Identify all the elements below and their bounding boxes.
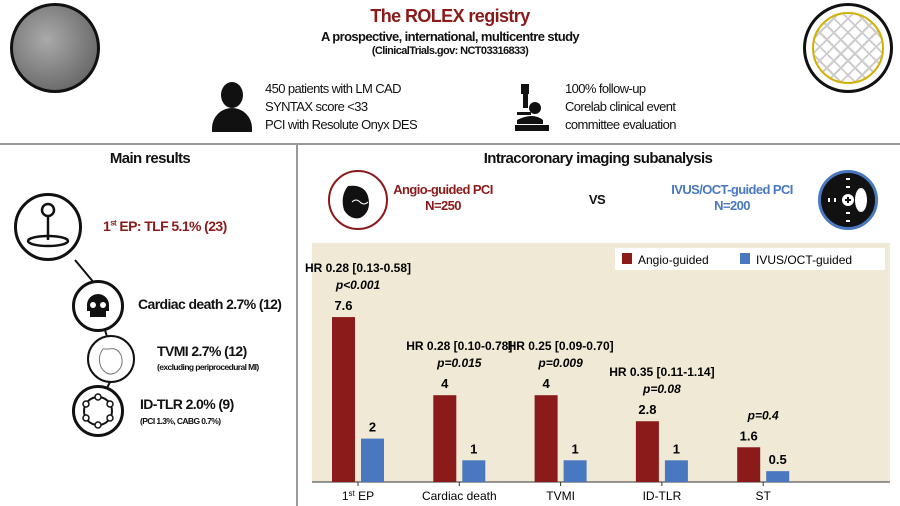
legend-label-ivus: IVUS/OCT-guided [756, 253, 852, 267]
followup-info: 100% follow-up Corelab clinical event co… [565, 80, 676, 134]
target-icon [14, 193, 82, 261]
tvmi-result: TVMI 2.7% (12) [157, 343, 247, 359]
subtitle: A prospective, international, multicentr… [320, 29, 580, 44]
population-line: PCI with Resolute Onyx DES [265, 117, 418, 132]
registration: (ClinicalTrials.gov: NCT03316833) [371, 45, 529, 57]
bar-angio [635, 421, 659, 482]
hazard-ratio-annotation: HR 0.35 [0.11-1.14] [609, 365, 714, 379]
legend-swatch-ivus [740, 253, 750, 264]
stent-image [803, 3, 893, 93]
bar-value-label: 1 [470, 441, 477, 456]
bar-value-label: 0.5 [769, 452, 787, 467]
main-results-title: Main results [109, 150, 191, 167]
bar-value-label: 1 [673, 441, 680, 456]
x-tick-label: ST [756, 489, 772, 503]
person-icon [212, 82, 252, 132]
followup-line: committee evaluation [565, 117, 676, 132]
bar-ivus [664, 460, 688, 482]
x-tick-label: ID-TLR [643, 489, 682, 503]
p-value-annotation: p<0.001 [335, 278, 381, 292]
id-tlr-note: (PCI 1.3%, CABG 0.7%) [140, 416, 221, 426]
primary-endpoint: 1st EP: TLF 5.1% (23) [103, 218, 227, 234]
x-tick-label: Cardiac death [422, 489, 497, 503]
legend-label-angio: Angio-guided [638, 253, 709, 267]
legend: Angio-guided IVUS/OCT-guided [615, 248, 885, 270]
heart-icon [87, 335, 135, 383]
primary-endpoint-text: EP: TLF 5.1% (23) [116, 218, 227, 234]
bar-angio [534, 395, 558, 482]
bar-chart: Angio-guided IVUS/OCT-guided 7.6 2 1st EP p… [305, 243, 890, 503]
x-tick-label: 1st EP [342, 489, 374, 503]
bar-angio [737, 447, 761, 482]
ivus-group-n: N=200 [714, 198, 750, 213]
bar-ivus [563, 460, 587, 482]
bar-angio [433, 395, 457, 482]
population-line: SYNTAX score <33 [265, 99, 368, 114]
p-value-annotation: p=0.08 [642, 382, 681, 396]
microscope-icon [513, 82, 553, 132]
p-value-annotation: p=0.4 [747, 408, 779, 422]
angio-group-n: N=250 [425, 198, 461, 213]
bar-value-label: 7.6 [334, 298, 352, 313]
ivus-catheter-icon [818, 170, 878, 230]
population-line: 450 patients with LM CAD [265, 81, 402, 96]
tvmi-note: (excluding periprocedural MI) [157, 362, 259, 372]
id-tlr-result: ID-TLR 2.0% (9) [140, 396, 234, 412]
x-tick-label: TVMI [546, 489, 575, 503]
bar-value-label: 2.8 [638, 402, 656, 417]
angiography-image [10, 3, 100, 93]
angio-group-label: Angio-guided PCI [393, 182, 493, 197]
bar-value-label: 1.6 [740, 428, 758, 443]
stent-ring-icon [72, 385, 124, 437]
bar-value-label: 2 [369, 420, 376, 435]
chart-panel [312, 243, 890, 482]
bar-angio [332, 317, 355, 482]
followup-line: 100% follow-up [565, 81, 646, 96]
legend-swatch-angio [622, 253, 632, 264]
ivus-group-label: IVUS/OCT-guided PCI [671, 182, 793, 197]
angio-heart-icon [328, 170, 388, 230]
bar-ivus [462, 460, 486, 482]
bar-value-label: 1 [571, 441, 578, 456]
hazard-ratio-annotation: HR 0.25 [0.09-0.70] [508, 339, 614, 353]
bar-ivus [766, 471, 790, 482]
primary-endpoint-sup: st [110, 218, 117, 228]
population-info: 450 patients with LM CAD SYNTAX score <3… [265, 80, 418, 134]
page-title: The ROLEX registry [370, 6, 530, 26]
vs-label: VS [588, 192, 606, 207]
p-value-annotation: p=0.015 [436, 356, 482, 370]
subanalysis-title: Intracoronary imaging subanalysis [483, 150, 713, 167]
bar-value-label: 4 [441, 376, 449, 391]
hazard-ratio-annotation: HR 0.28 [0.10-0.78] [406, 339, 512, 353]
hazard-ratio-annotation: HR 0.28 [0.13-0.58] [305, 261, 411, 275]
primary-endpoint-num: 1 [103, 218, 111, 234]
bar-value-label: 4 [542, 376, 550, 391]
horizontal-divider [0, 143, 900, 145]
followup-line: Corelab clinical event [565, 99, 676, 114]
cardiac-death-result: Cardiac death 2.7% (12) [138, 296, 282, 312]
skull-icon [72, 280, 124, 332]
p-value-annotation: p=0.009 [537, 356, 583, 370]
bar-ivus [361, 438, 384, 482]
vertical-divider [296, 143, 298, 506]
